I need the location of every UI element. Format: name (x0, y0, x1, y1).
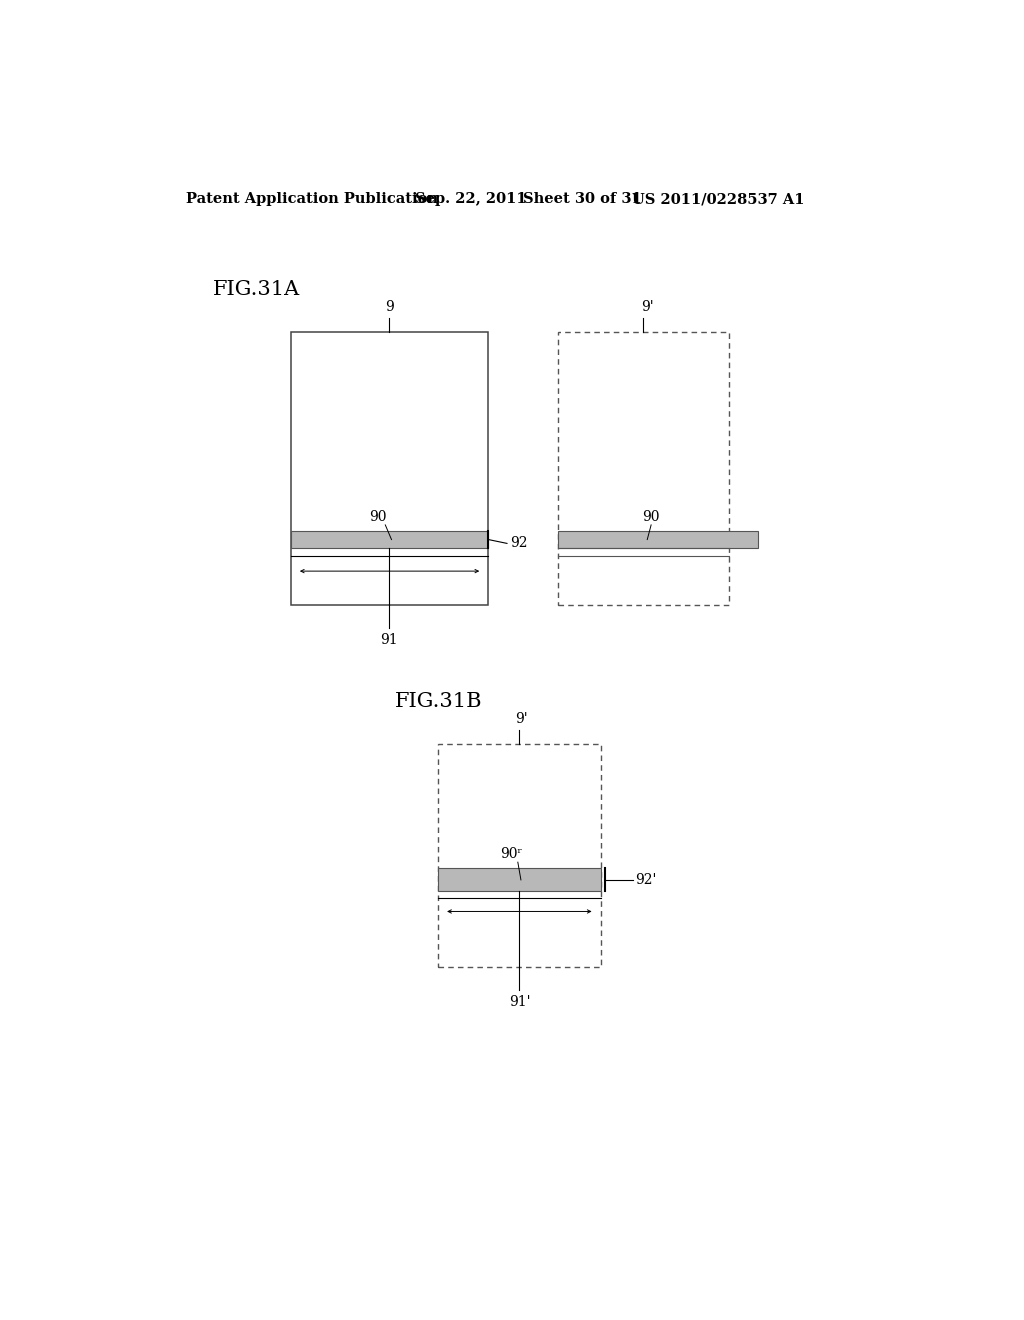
Bar (558, 331, 729, 605)
Text: Patent Application Publication: Patent Application Publication (186, 193, 438, 206)
Text: Sep. 22, 2011: Sep. 22, 2011 (415, 193, 526, 206)
Text: FIG.31A: FIG.31A (213, 280, 300, 298)
Text: 90: 90 (642, 511, 659, 524)
Text: FIG.31B: FIG.31B (395, 692, 483, 710)
Text: 90ʳ: 90ʳ (501, 847, 522, 862)
Text: 91: 91 (380, 632, 398, 647)
Bar (438, 869, 601, 891)
Text: 90: 90 (369, 511, 386, 524)
Text: 9: 9 (385, 300, 393, 314)
Text: Sheet 30 of 31: Sheet 30 of 31 (523, 193, 642, 206)
Text: 92': 92' (636, 873, 657, 887)
Bar (438, 743, 601, 966)
Text: US 2011/0228537 A1: US 2011/0228537 A1 (632, 193, 804, 206)
Text: 91': 91' (509, 994, 530, 1008)
Bar (291, 331, 488, 605)
Text: 9': 9' (641, 300, 653, 314)
Text: 9': 9' (515, 711, 528, 726)
Bar (558, 531, 758, 548)
Bar (291, 531, 488, 548)
Text: 92: 92 (510, 536, 527, 550)
